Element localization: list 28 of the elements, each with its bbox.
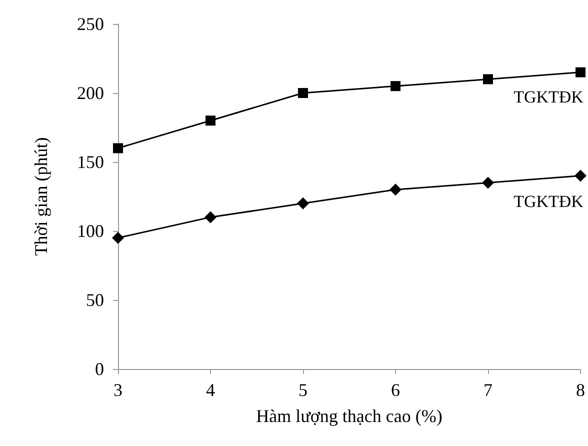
x-axis-title: Hàm lượng thạch cao (%) (256, 406, 442, 426)
point (204, 211, 216, 224)
point (206, 116, 216, 126)
point (297, 197, 309, 210)
y-tick-label: 50 (86, 290, 104, 310)
series-label: TGKTĐK (514, 87, 584, 106)
y-tick-label: 100 (77, 221, 104, 241)
x-tick-label: 7 (484, 380, 492, 400)
point (576, 67, 586, 78)
x-tick-label: 8 (576, 380, 585, 400)
y-tick-label: 150 (77, 152, 104, 172)
point (483, 74, 493, 84)
point (298, 88, 308, 98)
point (574, 170, 586, 182)
y-tick-label: 0 (95, 359, 104, 379)
point (390, 184, 402, 196)
x-tick-label: 5 (298, 380, 308, 400)
point (112, 232, 124, 244)
y-tick-label: 250 (77, 14, 104, 34)
x-tick-label: 4 (206, 380, 215, 400)
series-label: TGKTĐK (514, 192, 584, 211)
point (390, 81, 400, 92)
y-axis-title: Thời gian (phút) (31, 137, 51, 256)
point (113, 143, 123, 154)
point (482, 176, 494, 189)
y-tick-label: 200 (77, 83, 104, 103)
x-tick-label: 6 (391, 380, 400, 400)
x-tick-label: 3 (114, 380, 122, 400)
